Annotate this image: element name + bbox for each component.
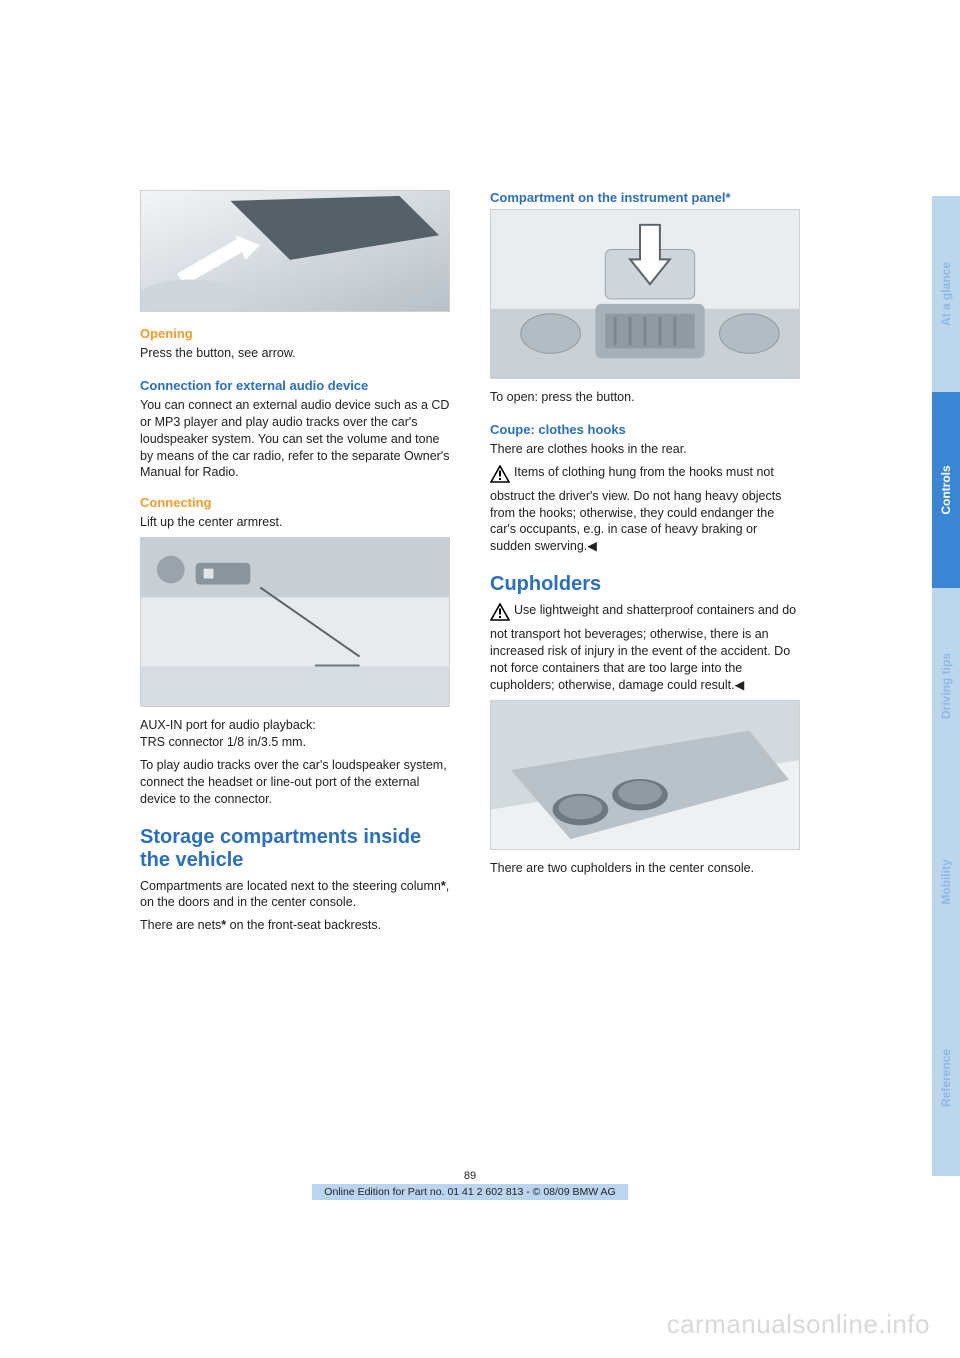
watermark: carmanualsonline.info bbox=[667, 1309, 930, 1340]
warning-icon bbox=[490, 603, 510, 626]
compartment-heading-text: Compartment on the instrument panel bbox=[490, 190, 725, 205]
left-column: Opening Press the button, see arrow. Con… bbox=[140, 190, 450, 940]
side-tab[interactable]: Driving tips bbox=[932, 588, 960, 784]
opening-heading: Opening bbox=[140, 326, 450, 341]
page-footer: 89 Online Edition for Part no. 01 41 2 6… bbox=[140, 1170, 800, 1200]
connection-text: You can connect an external audio device… bbox=[140, 397, 450, 481]
opening-text: Press the button, see arrow. bbox=[140, 345, 450, 362]
side-tab[interactable]: Reference bbox=[932, 980, 960, 1176]
side-tab[interactable]: Mobility bbox=[932, 784, 960, 980]
aux-text: To play audio tracks over the car's loud… bbox=[140, 757, 450, 808]
coupe-heading: Coupe: clothes hooks bbox=[490, 422, 800, 437]
side-tab[interactable]: At a glance bbox=[932, 196, 960, 392]
compartment-text: To open: press the button. bbox=[490, 389, 800, 406]
cupholders-text: There are two cupholders in the center c… bbox=[490, 860, 800, 877]
storage-text-2a: There are nets bbox=[140, 918, 221, 932]
storage-heading: Storage compartments inside the vehicle bbox=[140, 826, 450, 872]
connecting-text: Lift up the center armrest. bbox=[140, 514, 450, 531]
cupholders-image bbox=[490, 700, 800, 850]
side-tab-label: Controls bbox=[939, 465, 953, 514]
cupholders-warning: Use lightweight and shatterproof contain… bbox=[490, 602, 800, 693]
storage-text-2b: on the front-seat backrests. bbox=[226, 918, 381, 932]
warning-icon bbox=[490, 465, 510, 488]
aux-port-image bbox=[140, 537, 450, 707]
storage-text-2: There are nets* on the front-seat backre… bbox=[140, 917, 450, 934]
side-tabs: At a glance Controls Driving tips Mobility R… bbox=[890, 0, 960, 1358]
side-tab-label: Mobility bbox=[939, 859, 953, 904]
footer-edition: Online Edition for Part no. 01 41 2 602 … bbox=[312, 1184, 627, 1200]
aux-label-2: TRS connector 1/8 in/3.5 mm. bbox=[140, 734, 450, 751]
dashboard-image bbox=[490, 209, 800, 379]
right-column: Compartment on the instrument panel* To … bbox=[490, 190, 800, 940]
armrest-image bbox=[140, 190, 450, 312]
storage-text-1: Compartments are located next to the ste… bbox=[140, 878, 450, 912]
connecting-heading: Connecting bbox=[140, 495, 450, 510]
side-tab-label: At a glance bbox=[939, 262, 953, 326]
compartment-heading: Compartment on the instrument panel* bbox=[490, 190, 800, 205]
page-number: 89 bbox=[140, 1170, 800, 1182]
cupholders-warning-text: Use lightweight and shatterproof contain… bbox=[490, 603, 796, 692]
star-icon: * bbox=[725, 190, 730, 205]
content-area: Opening Press the button, see arrow. Con… bbox=[140, 190, 800, 940]
coupe-text: There are clothes hooks in the rear. bbox=[490, 441, 800, 458]
cupholders-heading: Cupholders bbox=[490, 573, 800, 596]
coupe-warning: Items of clothing hung from the hooks mu… bbox=[490, 464, 800, 555]
side-tab-label: Driving tips bbox=[939, 653, 953, 719]
connection-heading: Connection for external audio device bbox=[140, 378, 450, 393]
aux-label-1: AUX-IN port for audio playback: bbox=[140, 717, 450, 734]
side-tab-label: Reference bbox=[939, 1049, 953, 1107]
side-tab[interactable]: Controls bbox=[932, 392, 960, 588]
storage-text-1a: Compartments are located next to the ste… bbox=[140, 879, 441, 893]
coupe-warning-text: Items of clothing hung from the hooks mu… bbox=[490, 465, 781, 554]
